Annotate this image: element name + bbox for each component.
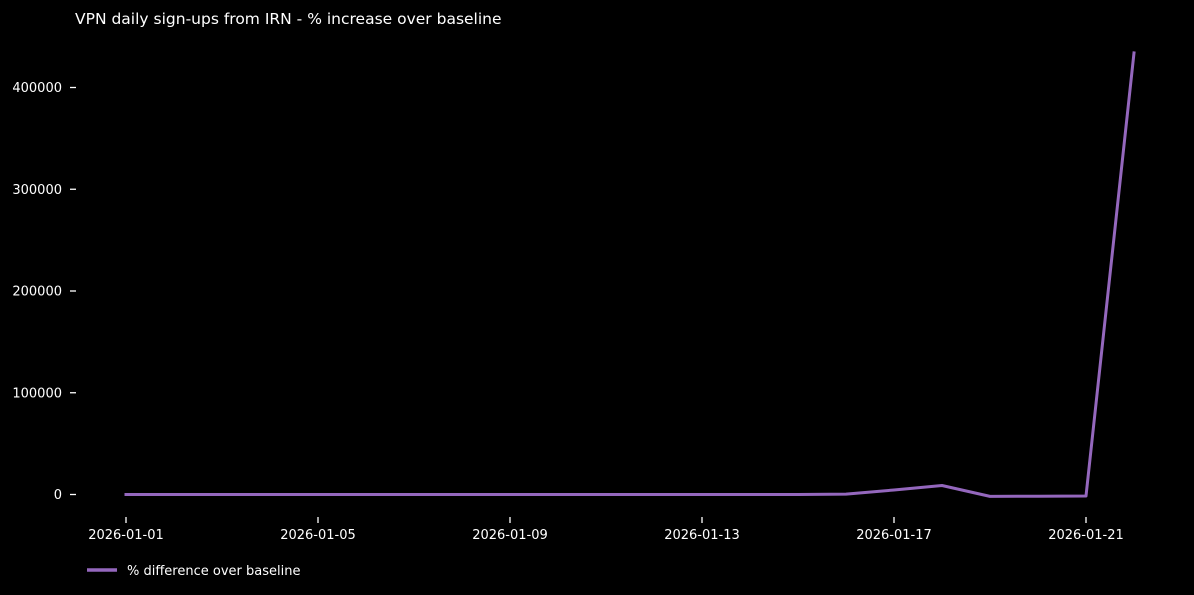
series-group: [124, 51, 1136, 498]
y-axis-tick-label: 300000: [12, 183, 62, 198]
x-axis-tick-label: 2026-01-01: [88, 528, 164, 543]
y-axis-tick-label: 200000: [12, 285, 62, 300]
y-axis-tick-label: 0: [54, 488, 62, 503]
x-axis-tick-label: 2026-01-13: [664, 528, 740, 543]
x-axis: 2026-01-01 2026-01-05 2026-01-09 2026-01-13…: [88, 517, 1124, 543]
series-line: [124, 51, 1136, 498]
x-axis-tick-label: 2026-01-21: [1048, 528, 1124, 543]
x-axis-tick-label: 2026-01-09: [472, 528, 548, 543]
y-axis: 0 100000 200000 300000 400000: [12, 81, 76, 503]
y-axis-tick-label: 400000: [12, 81, 62, 96]
chart-title: VPN daily sign-ups from IRN - % increase…: [75, 10, 502, 28]
x-axis-tick-label: 2026-01-05: [280, 528, 356, 543]
legend: % difference over baseline: [87, 564, 300, 579]
x-axis-tick-label: 2026-01-17: [856, 528, 932, 543]
y-axis-tick-label: 100000: [12, 386, 62, 401]
legend-label: % difference over baseline: [127, 564, 300, 579]
